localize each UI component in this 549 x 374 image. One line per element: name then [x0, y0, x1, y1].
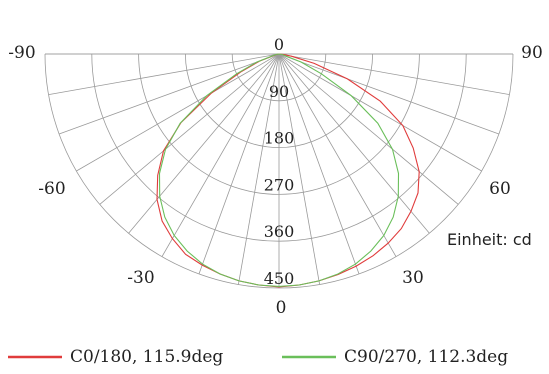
- legend-label: C90/270, 112.3deg: [344, 347, 508, 367]
- grid-spoke: [238, 53, 280, 285]
- grid-ring: [138, 53, 420, 195]
- grid-spoke: [278, 53, 397, 257]
- angle-label: 0: [276, 298, 287, 318]
- grid-spoke: [278, 53, 360, 275]
- grid-ring: [44, 53, 514, 289]
- radial-tick-label: 0: [274, 35, 284, 54]
- angle-label: -30: [127, 268, 154, 288]
- grid-spoke: [278, 53, 482, 172]
- angle-label: -90: [8, 43, 35, 63]
- grid-spoke: [278, 53, 430, 234]
- radial-tick-label: 270: [264, 175, 295, 194]
- radial-tick-label: 360: [264, 222, 295, 241]
- grid-spoke: [278, 53, 510, 95]
- grid-spoke: [76, 53, 280, 172]
- radial-tick-label: 180: [264, 129, 295, 148]
- grid-spoke: [278, 53, 500, 135]
- grid-spoke: [99, 53, 280, 205]
- angle-label: 90: [521, 43, 543, 63]
- grid-spoke: [128, 53, 280, 234]
- grid-spoke: [58, 53, 280, 135]
- radial-tick-label: 450: [264, 269, 295, 288]
- grid-ring: [91, 53, 467, 242]
- series-line-1: [158, 53, 400, 287]
- unit-label: Einheit: cd: [447, 230, 532, 249]
- grid-spoke: [198, 53, 280, 275]
- chart-labels: 0 90 180 270 360 450 -90 90 -60 60 -30 30 0: [8, 35, 543, 318]
- legend: C0/180, 115.9deg C90/270, 112.3deg: [8, 347, 508, 367]
- radial-tick-label: 90: [269, 82, 289, 101]
- legend-label: C0/180, 115.9deg: [70, 347, 223, 367]
- angle-label: 60: [489, 179, 511, 199]
- angle-label: -60: [38, 179, 65, 199]
- series-layer: [156, 53, 420, 288]
- angle-label: 30: [402, 268, 424, 288]
- grid-spoke: [161, 53, 280, 257]
- grid-spoke: [278, 53, 459, 205]
- grid-spoke: [48, 53, 280, 95]
- grid-spoke: [278, 53, 320, 285]
- grid-ring: [185, 53, 373, 148]
